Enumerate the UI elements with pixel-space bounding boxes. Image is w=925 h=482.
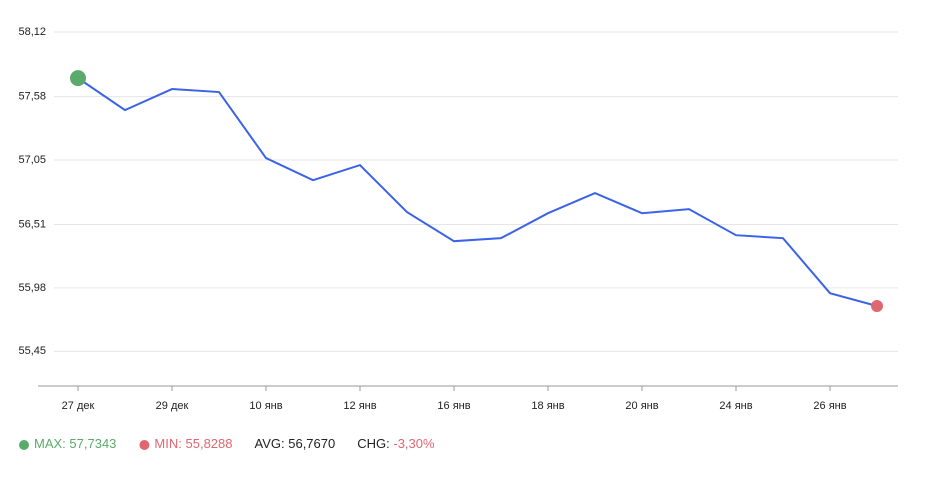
x-tick-label: 18 янв (531, 400, 564, 412)
stat-label: MIN: (154, 436, 181, 451)
x-tick-label: 27 дек (62, 400, 95, 412)
x-tick-label: 24 янв (719, 400, 752, 412)
stat-value: 57,7343 (69, 436, 116, 451)
x-tick-label: 20 янв (625, 400, 658, 412)
stat-label: MAX: (34, 436, 66, 451)
stat-label: AVG: (255, 436, 285, 451)
y-tick-label: 57,58 (18, 90, 46, 102)
stat: AVG: 56,7670 (255, 436, 336, 451)
y-tick-label: 57,05 (18, 154, 46, 166)
stat-label: CHG: (357, 436, 390, 451)
y-tick-label: 58,12 (18, 26, 46, 38)
x-tick-label: 29 дек (156, 400, 189, 412)
stat: MAX: 57,7343 (34, 436, 116, 451)
stat-value: 55,8288 (186, 436, 233, 451)
stat-dot (19, 440, 29, 450)
stat: MIN: 55,8288 (154, 436, 232, 451)
x-tick-label: 16 янв (437, 400, 470, 412)
stat-value: 56,7670 (288, 436, 335, 451)
stat: CHG: -3,30% (357, 436, 435, 451)
x-tick-label: 10 янв (249, 400, 282, 412)
x-tick-label: 12 янв (343, 400, 376, 412)
x-tick-label: 26 янв (813, 400, 846, 412)
y-tick-label: 55,98 (18, 282, 46, 294)
line (77, 77, 878, 307)
min-marker (871, 300, 883, 313)
y-tick-label: 55,45 (18, 345, 46, 357)
stat-dot (139, 440, 150, 450)
max-marker (70, 70, 86, 87)
y-tick-label: 56,51 (18, 218, 46, 230)
stat-value: -3,30% (393, 436, 435, 451)
